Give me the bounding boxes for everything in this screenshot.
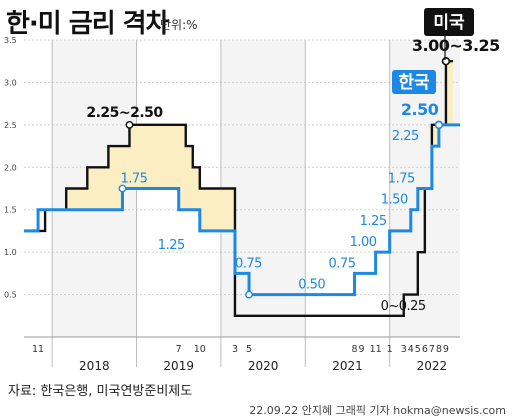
rate-gap-fill [445, 61, 453, 125]
point-us-latest [441, 57, 451, 66]
y-tick-label: 3.5 [4, 36, 17, 45]
data-label: 1.00 [350, 235, 377, 250]
data-label: 0.50 [298, 278, 325, 293]
x-month-tick: 7 [429, 344, 435, 355]
x-month-tick: 6 [422, 344, 428, 355]
series-tag-box [424, 8, 474, 36]
point-korea-2018 [118, 184, 127, 193]
x-year-label: 2018 [79, 359, 110, 373]
point-us-2019-peak [125, 120, 134, 129]
data-label: 2.50 [401, 100, 439, 119]
data-label: 1.75 [388, 172, 415, 187]
y-tick-label: 1.5 [4, 206, 17, 215]
data-label: 0.75 [235, 256, 262, 271]
data-label: 2.25~2.50 [86, 105, 163, 121]
series-tag-label: 미국 [433, 13, 465, 33]
credit-line: 22.09.22 안지혜 그래픽 기자 hokma@newsis.com [249, 404, 506, 417]
x-month-tick: 3 [232, 344, 238, 355]
y-tick-label: 1.0 [4, 248, 17, 257]
rate-gap-fill [431, 124, 439, 147]
data-label: 3.00~3.25 [412, 36, 500, 55]
source-note: 자료: 한국은행, 미국연방준비제도 [8, 384, 193, 399]
x-month-tick: 4 [408, 344, 414, 355]
x-year-label: 2020 [248, 359, 279, 373]
data-label: 1.50 [381, 193, 408, 208]
data-label: 1.25 [360, 214, 387, 229]
series-line-korea [24, 123, 460, 297]
x-month-tick: 8 [436, 344, 442, 355]
data-label: 1.75 [120, 172, 147, 187]
x-month-tick: 5 [246, 344, 252, 355]
point-korea-latest [434, 120, 444, 130]
x-month-tick: 9 [443, 344, 449, 355]
x-year-label: 2019 [163, 359, 194, 373]
chart-title: 한·미 금리 격차 [6, 9, 170, 39]
unit-label: 단위:% [160, 18, 198, 32]
series-tag-label: 한국 [398, 73, 430, 93]
x-year-label: 2022 [417, 359, 448, 373]
data-label: 0~0.25 [381, 299, 426, 314]
x-month-tick: 8 [351, 344, 357, 355]
x-year-label: 2021 [332, 359, 363, 373]
data-label: 2.25 [392, 129, 419, 144]
data-label: 0.75 [329, 256, 356, 271]
y-tick-label: 0.5 [4, 291, 17, 300]
data-label: 1.25 [158, 238, 185, 253]
y-tick-label: 3.0 [4, 78, 17, 87]
x-month-tick: 11 [370, 344, 382, 355]
point-korea-2020 [245, 290, 253, 299]
x-month-tick: 11 [32, 344, 44, 355]
x-month-tick: 9 [359, 344, 365, 355]
y-tick-label: 2.5 [4, 121, 17, 130]
y-tick-label: 2.0 [4, 163, 17, 172]
series-tag-box [392, 70, 436, 94]
x-month-tick: 5 [415, 344, 421, 355]
x-month-tick: 10 [194, 344, 206, 355]
x-month-tick: 3 [401, 344, 407, 355]
x-month-tick: 7 [176, 344, 182, 355]
x-month-tick: 1 [387, 344, 393, 355]
